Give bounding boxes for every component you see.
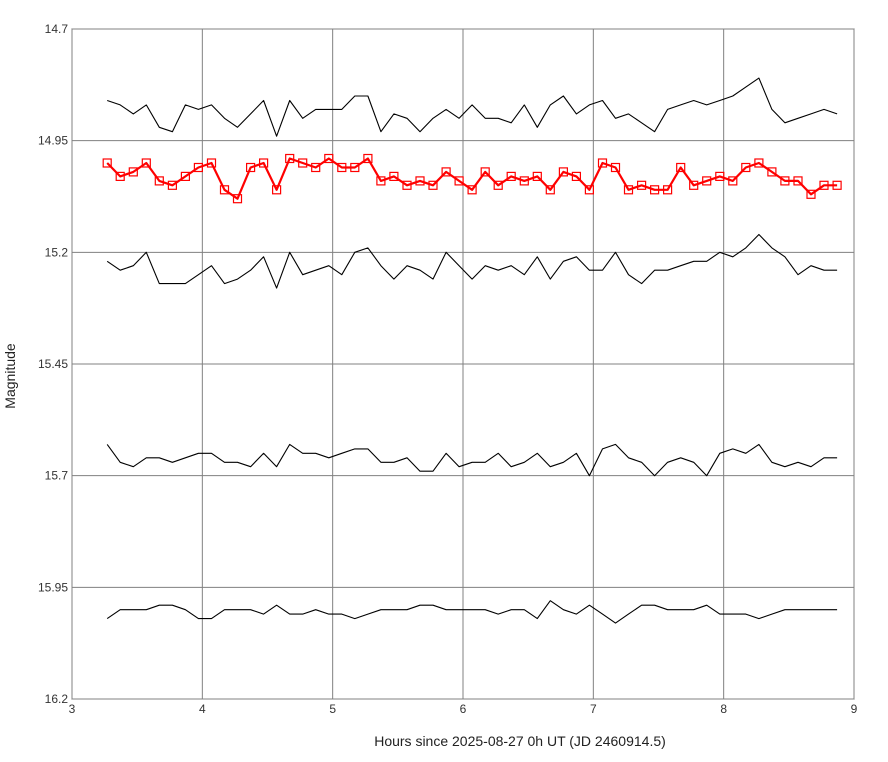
data-point-marker xyxy=(272,185,282,195)
data-point-marker xyxy=(662,185,673,195)
data-point-marker xyxy=(519,176,529,186)
data-point-marker xyxy=(441,167,451,177)
data-point-marker xyxy=(571,171,582,181)
data-point-marker xyxy=(754,158,764,168)
series-line xyxy=(106,443,838,477)
data-point-marker xyxy=(728,176,738,186)
x-tick-label: 8 xyxy=(720,702,727,716)
data-point-marker xyxy=(389,171,399,181)
x-tick-label: 7 xyxy=(590,702,597,716)
data-point-marker xyxy=(558,167,569,177)
data-point-marker xyxy=(480,167,490,177)
series-4 xyxy=(106,443,838,477)
x-tick-label: 4 xyxy=(199,702,206,716)
data-point-marker xyxy=(780,176,790,186)
data-point-marker xyxy=(793,176,803,186)
data-point-marker xyxy=(428,180,438,190)
y-tick-label: 15.45 xyxy=(38,357,68,371)
data-point-marker xyxy=(819,180,829,190)
data-point-marker xyxy=(623,185,634,195)
data-point-marker xyxy=(493,180,503,190)
y-tick-label: 15.7 xyxy=(45,469,69,483)
y-tick-label: 16.2 xyxy=(45,692,69,706)
data-point-marker xyxy=(584,185,595,195)
series-layer xyxy=(102,77,842,624)
y-tick-label: 15.2 xyxy=(45,245,69,259)
y-tick-labels: 14.7 14.95 15.2 15.45 15.7 15.95 16.2 xyxy=(38,22,68,706)
data-point-marker xyxy=(689,180,699,190)
series-line xyxy=(106,600,838,624)
data-point-marker xyxy=(741,162,751,173)
data-point-marker xyxy=(832,180,842,190)
data-point-marker xyxy=(337,162,347,173)
data-point-marker xyxy=(259,158,269,168)
x-tick-label: 9 xyxy=(851,702,858,716)
data-point-marker xyxy=(193,162,203,173)
data-point-marker xyxy=(246,162,256,173)
data-point-marker xyxy=(767,167,777,177)
data-point-marker xyxy=(545,185,555,195)
data-point-marker xyxy=(298,158,308,168)
data-point-marker xyxy=(128,167,138,177)
x-tick-label: 5 xyxy=(329,702,336,716)
data-point-marker xyxy=(532,171,542,181)
data-point-marker xyxy=(180,171,190,181)
data-point-marker xyxy=(363,153,373,164)
data-point-marker xyxy=(115,171,125,181)
data-point-marker xyxy=(415,176,425,186)
data-point-marker xyxy=(232,194,243,204)
data-point-marker xyxy=(141,158,151,168)
data-point-marker xyxy=(806,189,816,199)
data-point-marker xyxy=(597,158,608,168)
data-point-marker xyxy=(610,162,621,173)
series-2 xyxy=(107,77,838,137)
series-line xyxy=(107,77,838,137)
series-1 xyxy=(102,153,842,204)
x-tick-label: 6 xyxy=(460,702,467,716)
data-point-marker xyxy=(702,176,712,186)
data-point-marker xyxy=(715,171,725,181)
data-point-marker xyxy=(376,176,386,186)
data-point-marker xyxy=(402,180,412,190)
data-point-marker xyxy=(454,176,464,186)
data-point-marker xyxy=(154,176,164,186)
data-point-marker xyxy=(219,185,230,195)
x-axis-label: Hours since 2025-08-27 0h UT (JD 2460914… xyxy=(374,733,666,749)
x-tick-labels: 3 4 5 6 7 8 9 xyxy=(69,702,858,716)
data-point-marker xyxy=(467,185,477,195)
y-tick-label: 14.7 xyxy=(45,22,69,36)
x-tick-label: 3 xyxy=(69,702,76,716)
y-tick-label: 15.95 xyxy=(38,580,68,594)
data-point-marker xyxy=(676,162,686,173)
y-axis-label: Magnitude xyxy=(2,343,18,409)
series-3 xyxy=(106,233,838,289)
data-point-marker xyxy=(311,162,321,173)
grid xyxy=(71,28,855,700)
data-point-marker xyxy=(506,171,516,181)
y-tick-label: 14.95 xyxy=(38,134,68,148)
data-point-marker xyxy=(350,162,360,173)
data-point-marker xyxy=(636,180,647,190)
data-point-marker xyxy=(102,158,112,168)
series-line xyxy=(106,233,838,289)
data-point-marker xyxy=(167,180,177,190)
data-point-marker xyxy=(324,153,334,164)
series-5 xyxy=(106,600,838,624)
data-point-marker xyxy=(285,153,295,164)
data-point-marker xyxy=(649,185,660,195)
data-point-marker xyxy=(206,158,217,168)
